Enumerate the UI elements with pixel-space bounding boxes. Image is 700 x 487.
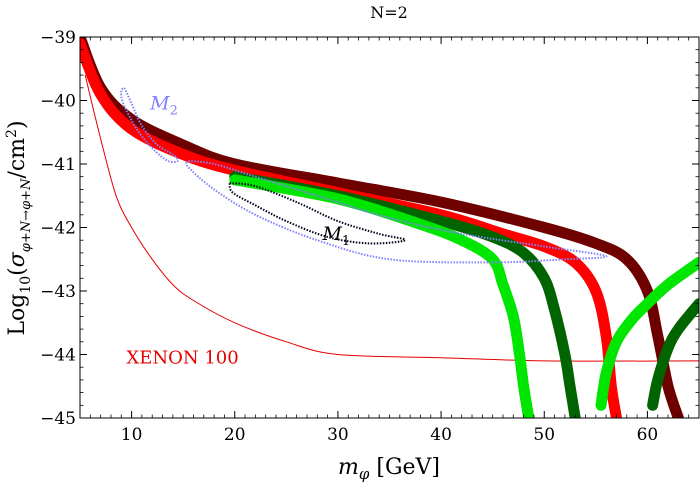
x-tick-label: 60 bbox=[637, 425, 659, 445]
x-tick-label: 10 bbox=[121, 425, 143, 445]
annotation-1: M2 bbox=[149, 93, 178, 119]
plot-area bbox=[80, 37, 699, 418]
axis-ticks: 10 20 30 40 50 60 −45 −44 −43 −42 −41 −40 −39 bbox=[40, 28, 699, 445]
chart-title: N=2 bbox=[370, 3, 408, 22]
series-2-band bbox=[80, 37, 622, 418]
annotation-0: XENON 100 bbox=[126, 348, 238, 369]
y-tick-label: −40 bbox=[40, 92, 76, 112]
x-tick-label: 20 bbox=[224, 425, 246, 445]
y-tick-label: −45 bbox=[40, 409, 76, 429]
x-tick-label: 50 bbox=[533, 425, 555, 445]
x-tick-label: 30 bbox=[327, 425, 349, 445]
y-tick-label: −42 bbox=[40, 219, 76, 239]
y-tick-label: −43 bbox=[40, 282, 76, 302]
series-0-line bbox=[84, 74, 699, 362]
series-6-band bbox=[647, 298, 699, 411]
x-axis-title: mφ [GeV] bbox=[338, 455, 440, 483]
series-7-contour bbox=[120, 86, 180, 164]
y-tick-label: −44 bbox=[40, 346, 76, 366]
y-axis-title: Log10(σφ+N→φ+N/cm2) bbox=[4, 120, 34, 335]
series-9-contour bbox=[228, 182, 407, 245]
annotation-2: M1 bbox=[321, 223, 350, 249]
y-tick-label: −39 bbox=[40, 28, 76, 48]
series-4-band bbox=[229, 174, 535, 418]
x-tick-label: 40 bbox=[430, 425, 452, 445]
annotations: XENON 100 M2 M1 bbox=[126, 93, 350, 369]
series-5-band bbox=[595, 256, 699, 411]
series-1-band bbox=[80, 37, 684, 418]
y-tick-label: −41 bbox=[40, 155, 76, 175]
